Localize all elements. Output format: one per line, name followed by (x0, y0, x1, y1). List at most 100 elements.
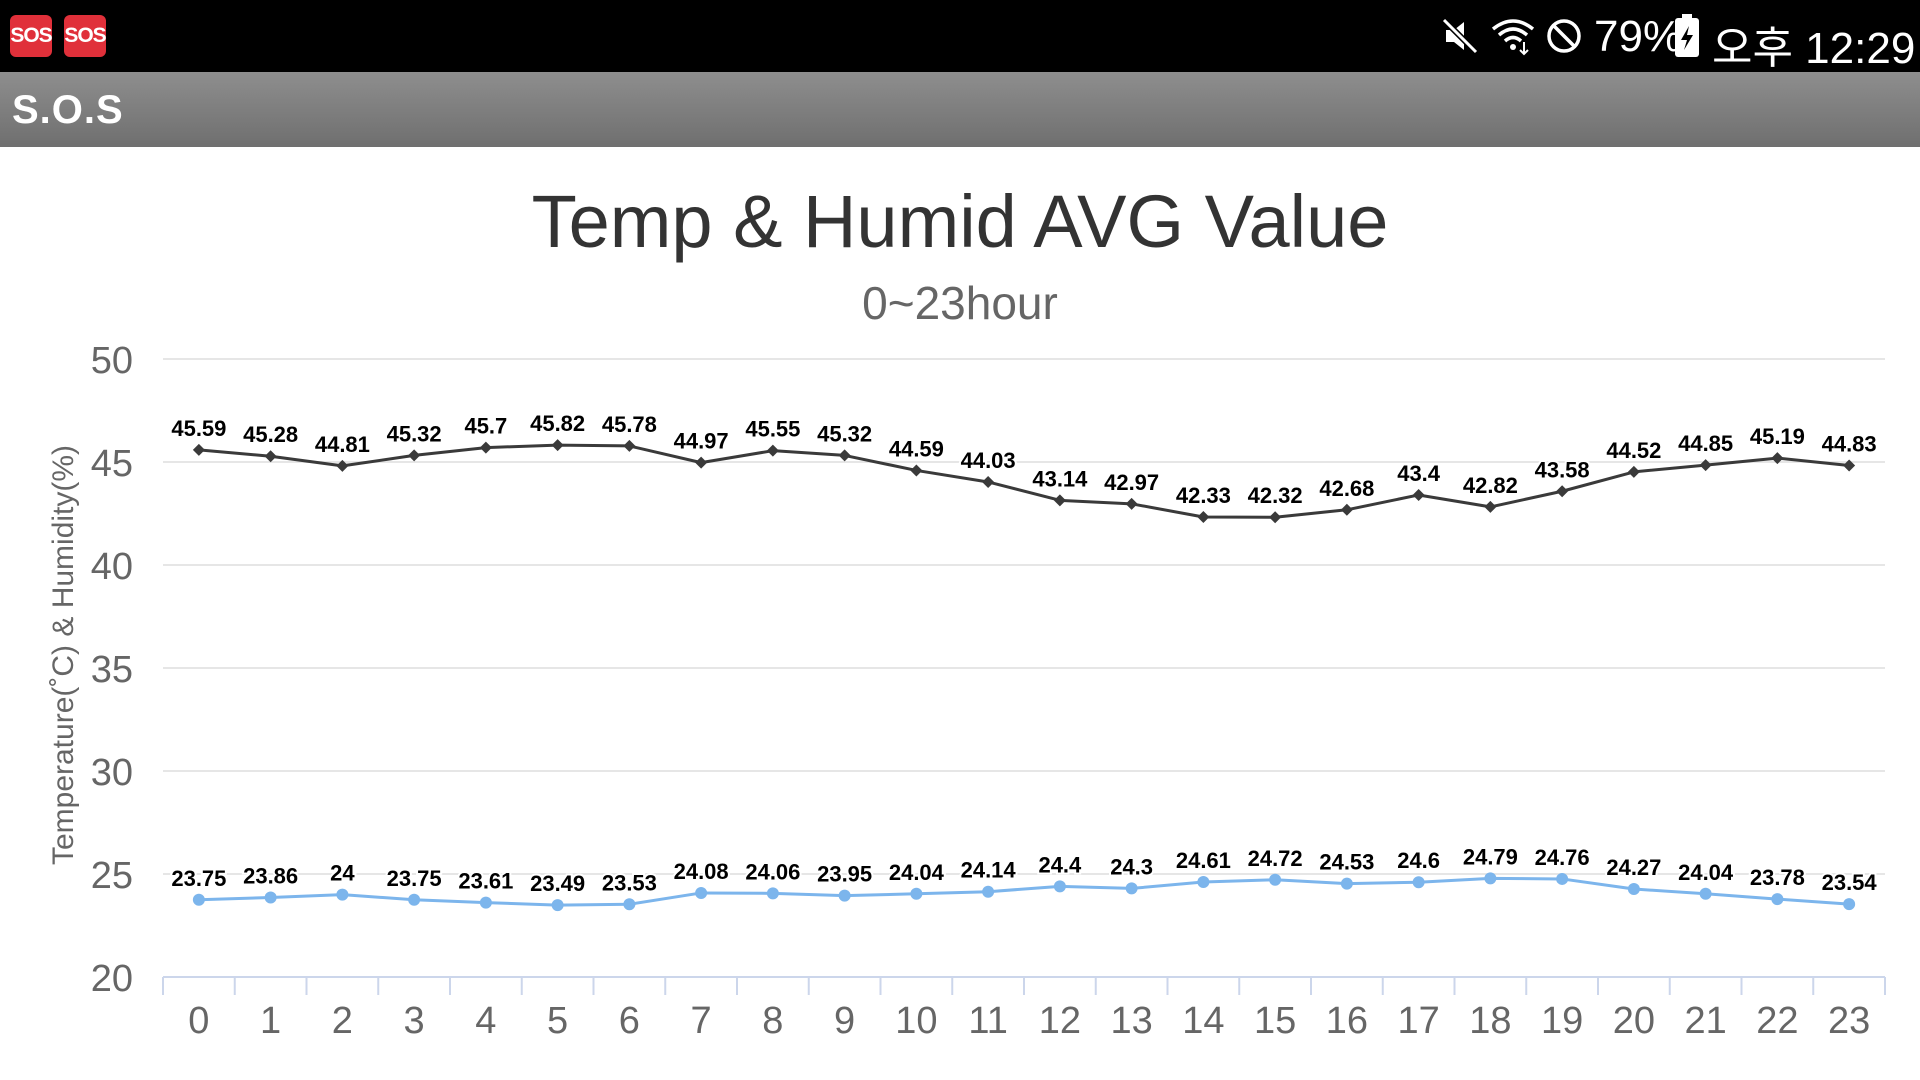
data-label: 42.33 (1176, 483, 1231, 508)
x-tick-label: 17 (1397, 1000, 1439, 1042)
data-point (192, 893, 205, 906)
data-label: 24.6 (1397, 848, 1440, 873)
data-label: 24.3 (1110, 854, 1153, 879)
y-tick-label: 25 (91, 855, 133, 897)
status-bar: SOS SOS 79% 오후 12:29 (0, 0, 1920, 73)
data-point (623, 898, 636, 911)
line-chart: Temp & Humid AVG Value 0~23hour Temperat… (47, 180, 1886, 1042)
data-label: 44.81 (315, 432, 370, 457)
data-point (1340, 877, 1353, 890)
battery-charging-icon (1675, 14, 1699, 57)
data-label: 45.78 (602, 412, 657, 437)
data-label: 44.85 (1678, 431, 1733, 456)
y-tick-label: 40 (91, 546, 133, 588)
data-label: 23.78 (1750, 865, 1805, 890)
battery-percent: 79% (1594, 12, 1683, 61)
data-label: 24.04 (1678, 860, 1734, 885)
data-label: 45.32 (817, 421, 872, 446)
data-point (1412, 488, 1425, 501)
data-label: 42.82 (1463, 473, 1518, 498)
data-label: 24.08 (674, 859, 729, 884)
x-tick-label: 12 (1039, 1000, 1081, 1042)
data-label: 45.19 (1750, 424, 1805, 449)
clock: 오후 12:29 (1712, 24, 1916, 73)
wifi-icon (1491, 19, 1535, 56)
data-label: 43.14 (1032, 466, 1088, 491)
data-label: 42.68 (1319, 476, 1374, 501)
data-label: 45.59 (171, 416, 226, 441)
app-title: S.O.S (12, 88, 124, 132)
data-point (1125, 882, 1138, 895)
x-tick-label: 22 (1756, 1000, 1798, 1042)
data-label: 24.53 (1319, 850, 1374, 875)
x-tick-label: 23 (1828, 1000, 1870, 1042)
app-bar: S.O.S (0, 72, 1920, 147)
data-point (1771, 452, 1784, 465)
data-label: 44.03 (961, 448, 1016, 473)
data-point (1699, 459, 1712, 472)
x-tick-label: 8 (762, 1000, 783, 1042)
data-label: 23.86 (243, 863, 298, 888)
data-point (1843, 459, 1856, 472)
data-point (1484, 872, 1497, 885)
data-label: 24.79 (1463, 844, 1518, 869)
data-label: 23.49 (530, 871, 585, 896)
chart-subtitle: 0~23hour (862, 277, 1058, 329)
x-tick-label: 19 (1541, 1000, 1583, 1042)
data-point (264, 891, 277, 904)
data-point (479, 896, 492, 909)
data-label: 23.61 (458, 869, 513, 894)
x-tick-label: 6 (619, 1000, 640, 1042)
data-point (336, 888, 349, 901)
x-tick-label: 11 (968, 1000, 1007, 1042)
data-point (695, 886, 708, 899)
x-tick-label: 0 (188, 1000, 209, 1042)
x-tick-label: 16 (1326, 1000, 1368, 1042)
do-not-disturb-icon (1547, 19, 1581, 53)
data-point (1053, 880, 1066, 893)
data-label: 45.55 (745, 417, 800, 442)
data-point (982, 885, 995, 898)
data-label: 24.04 (889, 860, 945, 885)
data-label: 42.97 (1104, 470, 1159, 495)
x-tick-label: 10 (895, 1000, 937, 1042)
x-tick-label: 7 (691, 1000, 712, 1042)
data-point (838, 449, 851, 462)
data-point (1125, 497, 1138, 510)
data-label: 43.58 (1535, 457, 1590, 482)
x-tick-label: 21 (1684, 1000, 1726, 1042)
data-point (1340, 503, 1353, 516)
data-label: 23.75 (387, 866, 442, 891)
data-point (408, 893, 421, 906)
x-tick-label: 5 (547, 1000, 568, 1042)
data-point (264, 450, 277, 463)
y-tick-label: 50 (91, 340, 133, 382)
x-tick-label: 15 (1254, 1000, 1296, 1042)
data-label: 45.32 (387, 421, 442, 446)
data-point (551, 899, 564, 912)
data-point (1627, 883, 1640, 896)
sos-app-icon: SOS (10, 15, 53, 57)
data-label: 42.32 (1248, 483, 1303, 508)
data-label: 44.59 (889, 436, 944, 461)
data-label: 23.53 (602, 870, 657, 895)
data-point (479, 441, 492, 454)
data-point (408, 449, 421, 462)
x-tick-label: 13 (1110, 1000, 1152, 1042)
x-tick-label: 14 (1182, 1000, 1224, 1042)
data-point (1556, 485, 1569, 498)
series-line (198, 876, 1850, 907)
data-point (1484, 500, 1497, 513)
data-point (1556, 872, 1569, 885)
data-label: 23.95 (817, 862, 872, 887)
data-label: 23.54 (1822, 870, 1878, 895)
y-tick-label: 30 (91, 752, 133, 794)
x-tick-label: 1 (260, 1000, 281, 1042)
x-tick-label: 18 (1469, 1000, 1511, 1042)
x-tick-label: 9 (834, 1000, 855, 1042)
data-point (766, 444, 779, 457)
y-tick-label: 45 (91, 443, 133, 485)
data-point (1053, 494, 1066, 507)
x-tick-label: 4 (475, 1000, 496, 1042)
data-label: 45.82 (530, 411, 585, 436)
